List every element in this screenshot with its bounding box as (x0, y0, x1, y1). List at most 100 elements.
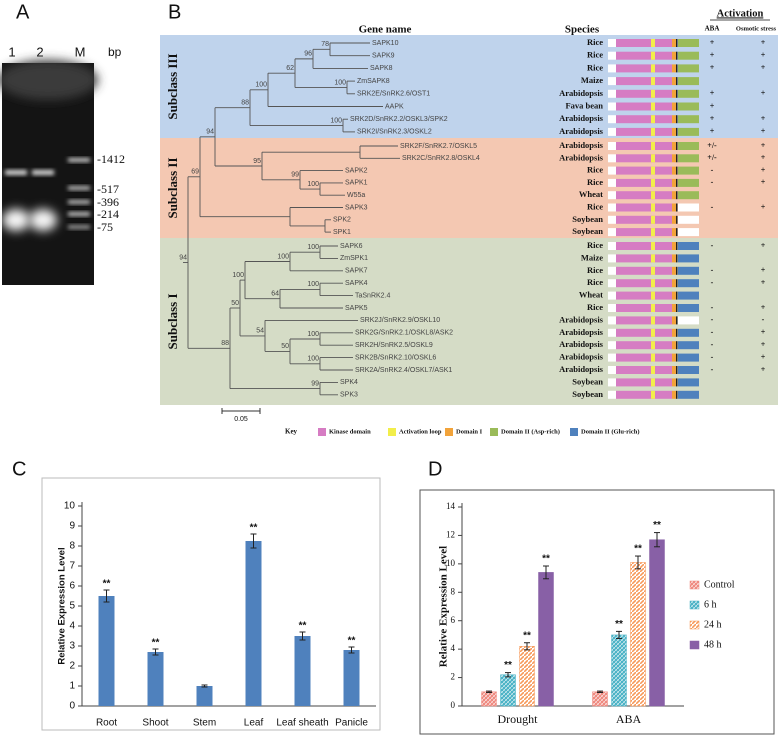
activation-loop (651, 127, 655, 136)
y-tick-label: 4 (451, 643, 456, 653)
kinase-domain (616, 341, 672, 350)
significance-label: ** (504, 660, 512, 671)
domain-i (672, 390, 676, 399)
bootstrap-value: 100 (307, 281, 319, 288)
y-tick-label: 10 (446, 558, 456, 568)
bar (538, 572, 554, 707)
key-swatch (570, 428, 578, 436)
n-terminal (608, 115, 616, 124)
y-tick-label: 6 (69, 581, 75, 592)
bar (519, 646, 535, 707)
osmotic-activation: + (761, 127, 766, 136)
kinase-domain (616, 353, 672, 362)
aba-activation: + (710, 89, 715, 98)
domain-divider (676, 154, 678, 163)
domain-i (672, 366, 676, 374)
gene-name: SAPK1 (345, 180, 368, 187)
gene-name: SAPK5 (345, 305, 368, 312)
gene-name: SPK4 (340, 379, 358, 386)
osmotic-activation: + (761, 266, 766, 275)
domain-divider (676, 390, 678, 399)
activation-loop (651, 242, 655, 250)
bar (481, 691, 497, 707)
activation-loop (651, 279, 655, 288)
column-header: Osmotic stress (736, 25, 777, 32)
species: Arabidopsis (559, 339, 604, 349)
osmotic-activation: + (761, 114, 766, 123)
y-tick-label: 4 (69, 621, 75, 632)
significance-label: ** (523, 630, 531, 641)
bar (294, 636, 311, 706)
aba-activation: - (711, 315, 714, 324)
activation-loop (651, 228, 655, 237)
activation-loop (651, 328, 655, 337)
c-terminal-domain (678, 64, 699, 73)
marker-label: -396 (97, 195, 119, 209)
domain-i (672, 304, 676, 312)
n-terminal (608, 328, 616, 337)
c-terminal-domain (678, 378, 699, 387)
domain-divider (676, 328, 678, 337)
species: Arabidopsis (559, 327, 604, 337)
kinase-domain (616, 64, 672, 73)
c-terminal-domain (678, 89, 699, 98)
panel-d: D 0 2 4 6 8 10 12 14 Relative Expression Level Co… (419, 458, 775, 735)
significance-label: ** (615, 619, 623, 630)
kinase-domain (616, 39, 672, 47)
aba-activation: - (711, 352, 714, 361)
domain-i (672, 353, 676, 362)
domain-i (672, 279, 676, 288)
c-terminal-domain (678, 304, 699, 312)
aba-activation: - (711, 303, 714, 312)
domain-divider (676, 228, 678, 237)
legend-label: 48 h (704, 639, 722, 650)
bootstrap-value: 94 (206, 129, 214, 136)
gene-name: ZmSAPK8 (357, 78, 390, 85)
y-tick-label: 2 (69, 661, 75, 672)
osmotic-activation: + (761, 352, 766, 361)
y-tick-label: 1 (69, 681, 75, 692)
n-terminal (608, 142, 616, 150)
activation-loop (651, 291, 655, 300)
lane-label: 1 (8, 44, 15, 59)
gene-name: SRK2F/SnRK2.7/OSKL5 (400, 143, 477, 150)
species: Rice (587, 37, 603, 47)
activation-loop (651, 102, 655, 111)
c-terminal-domain (678, 341, 699, 350)
n-terminal (608, 279, 616, 288)
significance-label: ** (299, 621, 307, 632)
domain-divider (676, 191, 678, 200)
c-terminal-domain (678, 191, 699, 200)
domain-i (672, 242, 676, 250)
gene-name: SRK2H/SnRK2.5/OSKL9 (355, 342, 433, 349)
bar (98, 596, 115, 706)
kinase-domain (616, 266, 672, 275)
activation-loop (651, 378, 655, 387)
gene-name: SAPK3 (345, 204, 368, 211)
n-terminal (608, 242, 616, 250)
n-terminal (608, 39, 616, 47)
marker-band (68, 186, 90, 190)
n-terminal (608, 203, 616, 212)
key-label: Domain II (Glu-rich) (581, 428, 640, 435)
kinase-domain (616, 166, 672, 175)
activation-loop (651, 366, 655, 374)
n-terminal (608, 51, 616, 60)
bootstrap-value: 78 (321, 41, 329, 48)
osmotic-activation: + (761, 178, 766, 187)
aba-activation: - (711, 266, 714, 275)
n-terminal (608, 64, 616, 73)
key-swatch (388, 428, 396, 436)
species: Arabidopsis (559, 152, 604, 162)
bootstrap-value: 99 (311, 380, 319, 387)
kinase-domain (616, 304, 672, 312)
domain-divider (676, 142, 678, 150)
species: Arabidopsis (559, 314, 604, 324)
kinase-domain (616, 390, 672, 399)
activation-loop (651, 203, 655, 212)
subclass-label: Subclass II (165, 157, 180, 218)
domain-i (672, 102, 676, 111)
bootstrap-value: 62 (286, 65, 294, 72)
c-terminal-domain (678, 166, 699, 175)
n-terminal (608, 154, 616, 163)
